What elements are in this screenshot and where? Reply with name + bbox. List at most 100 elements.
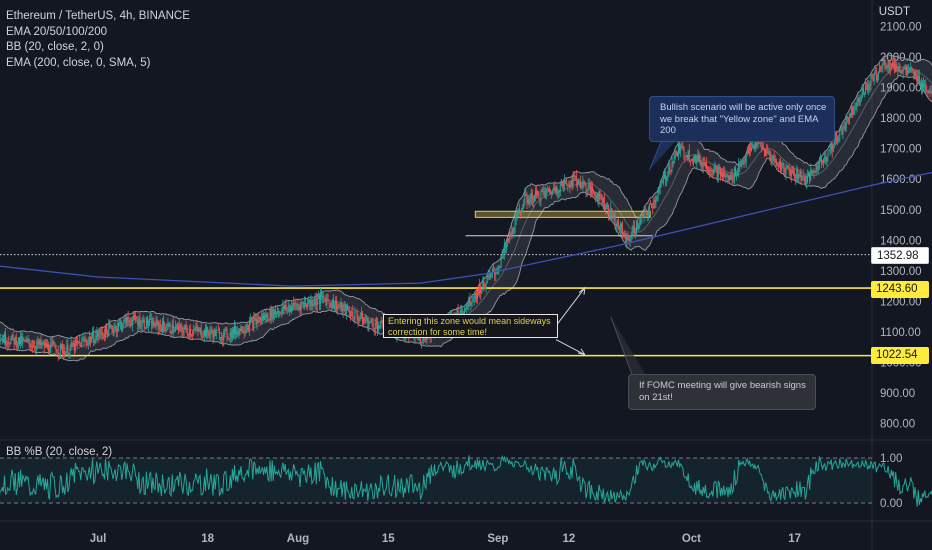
candle-body-813 <box>249 321 251 331</box>
candle-body-1089 <box>545 189 547 197</box>
indicator-legend[interactable]: BB %B (20, close, 2) <box>6 446 113 458</box>
candle-body-926 <box>370 319 372 322</box>
candle-body-1009 <box>459 310 461 317</box>
candle-body-1440 <box>923 83 925 87</box>
candle-body-1391 <box>870 77 872 86</box>
candle-body-1324 <box>798 177 800 179</box>
candle-body-769 <box>201 336 203 338</box>
candle-body-1138 <box>598 191 600 201</box>
candle-body-1249 <box>717 167 719 177</box>
candle-body-651 <box>74 340 76 351</box>
candle-body-1160 <box>622 227 624 237</box>
candle-body-1180 <box>643 210 645 218</box>
candle-body-1379 <box>857 97 859 102</box>
candle-body-620 <box>41 343 43 346</box>
candle-body-931 <box>375 321 377 324</box>
bullish-scenario-note[interactable]: Bullish scenario will be active only onc… <box>649 96 835 142</box>
candle-body-795 <box>229 331 231 339</box>
candle-body-1268 <box>738 164 740 174</box>
candle-body-869 <box>309 299 311 305</box>
candle-body-1309 <box>782 162 784 166</box>
candle-body-602 <box>22 338 24 344</box>
candle-body-1095 <box>552 190 554 195</box>
candle-body-872 <box>312 304 314 306</box>
candle-body-1217 <box>683 147 685 157</box>
candle-body-825 <box>261 315 263 319</box>
candle-body-660 <box>84 339 86 342</box>
price-tick-10: 1100.00 <box>880 327 921 339</box>
candle-body-927 <box>371 319 373 324</box>
candle-body-1253 <box>722 172 724 177</box>
currency-label: USDT <box>878 6 910 18</box>
candle-body-718 <box>146 317 148 326</box>
candle-body-589 <box>8 342 10 344</box>
candle-body-1300 <box>772 155 774 158</box>
candle-body-1343 <box>818 159 820 170</box>
candle-body-1218 <box>684 156 686 158</box>
candle-body-739 <box>169 323 171 332</box>
legend-ema200[interactable]: EMA (200, close, 0, SMA, 5) <box>6 56 151 69</box>
candle-body-1174 <box>637 221 639 229</box>
candle-body-1252 <box>721 172 722 176</box>
candle-body-801 <box>236 331 238 335</box>
candle-body-643 <box>66 344 68 352</box>
candle-body-865 <box>304 302 306 306</box>
time-tick-6: Oct <box>682 533 701 545</box>
candle-body-1230 <box>697 155 699 162</box>
candle-body-929 <box>373 328 375 330</box>
candle-body-935 <box>380 320 382 329</box>
candle-body-634 <box>56 352 58 354</box>
legend-symbol[interactable]: Ethereum / TetherUS, 4h, BINANCE <box>6 10 190 22</box>
candle-body-821 <box>257 319 259 323</box>
candle-body-607 <box>27 339 29 341</box>
candle-body-1323 <box>797 169 799 179</box>
candle-body-850 <box>288 306 290 312</box>
candle-body-758 <box>189 329 191 335</box>
candle-body-1226 <box>693 160 695 162</box>
candle-body-760 <box>192 333 194 335</box>
time-tick-3: 15 <box>382 533 395 545</box>
candle-body-1376 <box>854 107 856 109</box>
candle-body-1393 <box>872 77 874 82</box>
candle-body-1421 <box>902 69 904 73</box>
candle-body-711 <box>139 317 141 328</box>
candle-body-601 <box>21 336 23 344</box>
candle-body-1274 <box>744 161 746 163</box>
candle-body-1263 <box>732 179 734 180</box>
candle-body-1158 <box>619 223 621 230</box>
candle-body-1281 <box>752 144 754 148</box>
candle-body-1085 <box>541 190 543 192</box>
candle-body-1182 <box>645 210 647 214</box>
candle-body-919 <box>363 318 365 323</box>
candle-body-710 <box>138 317 140 326</box>
candle-body-1183 <box>646 213 648 215</box>
fomc-note[interactable]: If FOMC meeting will give bearish signs … <box>628 374 816 410</box>
legend-ema-group[interactable]: EMA 20/50/100/200 <box>6 25 108 38</box>
candle-body-1407 <box>887 60 889 68</box>
legend-bb[interactable]: BB (20, close, 2, 0) <box>6 41 104 53</box>
candle-body-887 <box>328 300 330 304</box>
candle-body-898 <box>340 302 342 307</box>
candle-body-683 <box>109 324 111 327</box>
candle-body-1374 <box>852 106 854 115</box>
candle-body-789 <box>223 331 225 341</box>
candle-body-815 <box>251 319 253 321</box>
chart-legend: Ethereum / TetherUS, 4h, BINANCE EMA 20/… <box>6 9 190 71</box>
candle-body-1129 <box>588 183 590 185</box>
candle-body-1200 <box>665 174 667 181</box>
candle-body-787 <box>221 337 223 340</box>
candle-body-1206 <box>671 161 673 171</box>
candle-body-763 <box>195 327 197 330</box>
candle-body-637 <box>59 344 61 354</box>
candle-body-838 <box>275 312 277 314</box>
candle-body-1371 <box>848 116 850 121</box>
sideways-zone-note[interactable]: Entering this zone would mean sideways c… <box>383 314 558 338</box>
candle-body-1161 <box>623 233 625 237</box>
candle-body-1248 <box>716 166 718 177</box>
candle-body-918 <box>361 313 363 323</box>
candle-body-731 <box>160 326 162 332</box>
candle-body-736 <box>166 329 168 330</box>
candle-body-1334 <box>809 172 811 180</box>
candle-body-774 <box>207 327 209 333</box>
